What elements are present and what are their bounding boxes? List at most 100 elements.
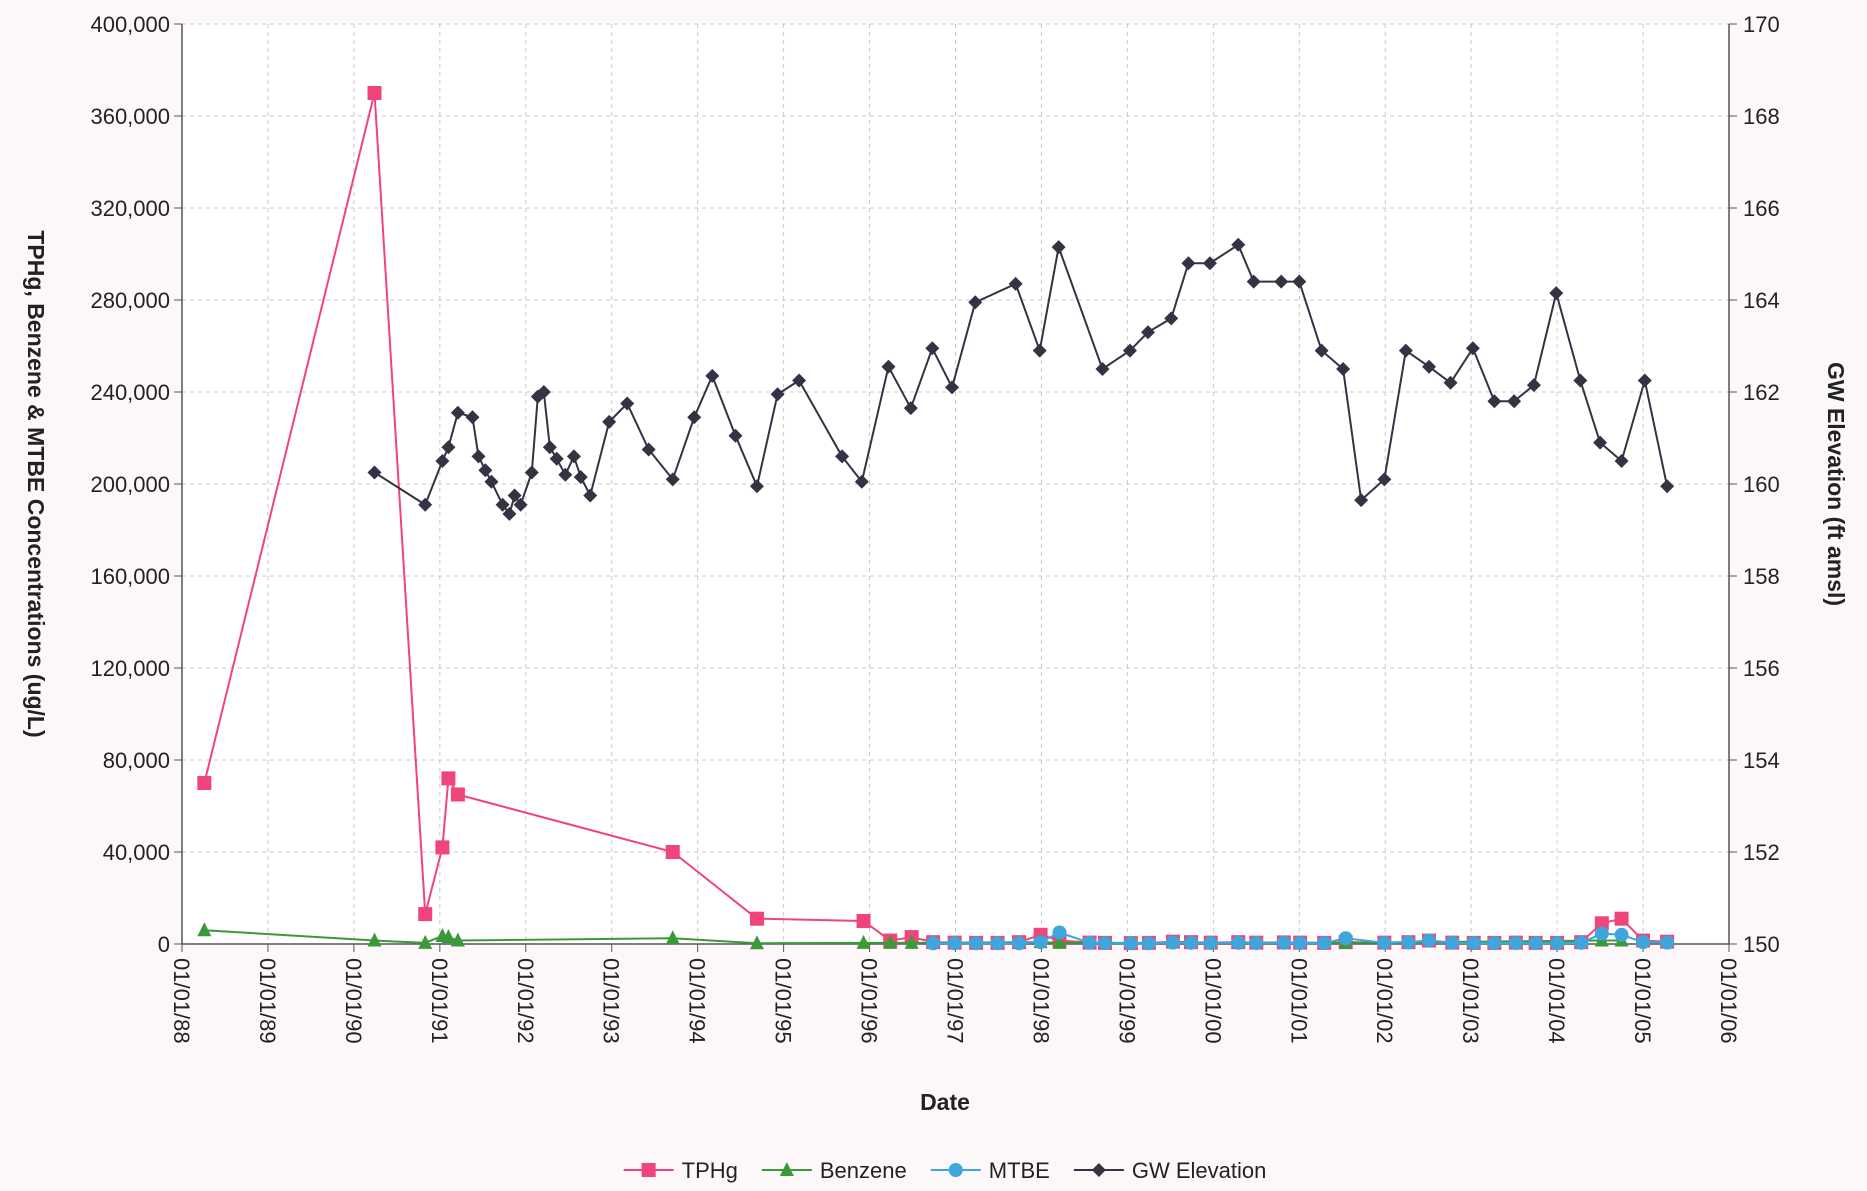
marker [1317,936,1332,951]
x-tick-label: 01/01/03 [1458,958,1483,1044]
marker [1008,276,1023,291]
legend-label: MTBE [989,1158,1050,1183]
marker [1422,933,1437,948]
marker [1274,274,1289,289]
marker [1550,936,1565,951]
marker [1445,935,1460,950]
marker [948,1163,963,1177]
marker [904,934,919,949]
marker [1231,237,1246,252]
marker [705,368,720,383]
marker [441,771,456,786]
marker [1528,936,1543,951]
marker [1249,936,1264,951]
marker [779,1162,794,1176]
marker [450,405,465,420]
y-tick-label: 240,000 [90,380,170,405]
marker [641,1163,656,1177]
marker [1526,378,1541,393]
x-tick-label: 01/01/00 [1200,958,1225,1044]
marker [969,936,984,951]
marker [1507,394,1522,409]
marker [542,440,557,455]
marker [687,410,702,425]
marker [441,440,456,455]
marker [665,845,680,859]
marker [1098,936,1113,951]
marker [1614,911,1629,926]
y2-tick-label: 166 [1743,196,1780,221]
marker [1660,479,1675,494]
marker [478,463,493,478]
marker [418,934,433,949]
marker [197,922,212,937]
marker [1466,936,1481,951]
marker [1487,394,1502,409]
x-tick-label: 01/01/97 [943,958,968,1044]
marker [903,401,918,416]
marker [507,488,522,503]
marker [1377,472,1392,487]
marker [450,787,465,802]
marker [1122,343,1137,358]
marker [602,414,617,429]
marker [641,442,656,457]
x-tick-label: 01/01/91 [427,958,452,1044]
marker [926,936,941,951]
marker [1246,274,1261,289]
marker [792,373,807,388]
marker [484,474,499,489]
marker [549,451,564,466]
marker [435,454,450,468]
marker [1338,931,1353,946]
marker [665,930,680,945]
marker [1573,373,1588,388]
marker [583,488,598,503]
marker [1377,935,1392,950]
marker [856,934,871,949]
y-tick-label: 280,000 [90,288,170,313]
marker [1032,343,1047,358]
marker [1574,935,1589,950]
marker [1276,935,1291,950]
marker [1354,493,1369,508]
y-tick-label: 120,000 [90,656,170,681]
x-tick-label: 01/01/96 [857,958,882,1044]
marker [1033,935,1048,950]
y2-tick-label: 162 [1743,380,1780,405]
marker [1203,936,1218,951]
marker [1660,935,1675,950]
x-axis-title: Date [920,1089,970,1115]
marker [418,907,433,922]
marker [1181,256,1196,271]
x-tick-label: 01/01/06 [1716,958,1741,1044]
y2-tick-label: 158 [1743,564,1780,589]
marker [441,929,456,944]
marker [502,506,517,521]
y2-axis-title: GW Elevation (ft amsl) [1823,362,1849,606]
x-tick-label: 01/01/05 [1630,958,1655,1044]
marker [1082,935,1097,950]
marker [925,341,940,356]
x-tick-label: 01/01/04 [1544,958,1569,1044]
x-tick-label: 01/01/94 [685,958,710,1044]
marker [435,840,450,855]
marker [1123,936,1138,951]
x-tick-label: 01/01/92 [513,958,538,1044]
marker [566,449,581,464]
marker [1051,240,1066,255]
marker [1164,311,1179,326]
marker [1052,934,1067,949]
marker [1401,935,1416,950]
marker [1594,926,1609,941]
y-tick-label: 0 [158,932,170,957]
y2-tick-label: 160 [1743,472,1780,497]
marker [524,465,539,480]
marker [620,396,635,411]
marker [197,776,212,790]
y2-tick-label: 168 [1743,104,1780,129]
y2-tick-label: 154 [1743,748,1780,773]
x-tick-label: 01/01/01 [1286,958,1311,1044]
marker [1165,935,1180,950]
legend-label: TPHg [682,1158,738,1183]
